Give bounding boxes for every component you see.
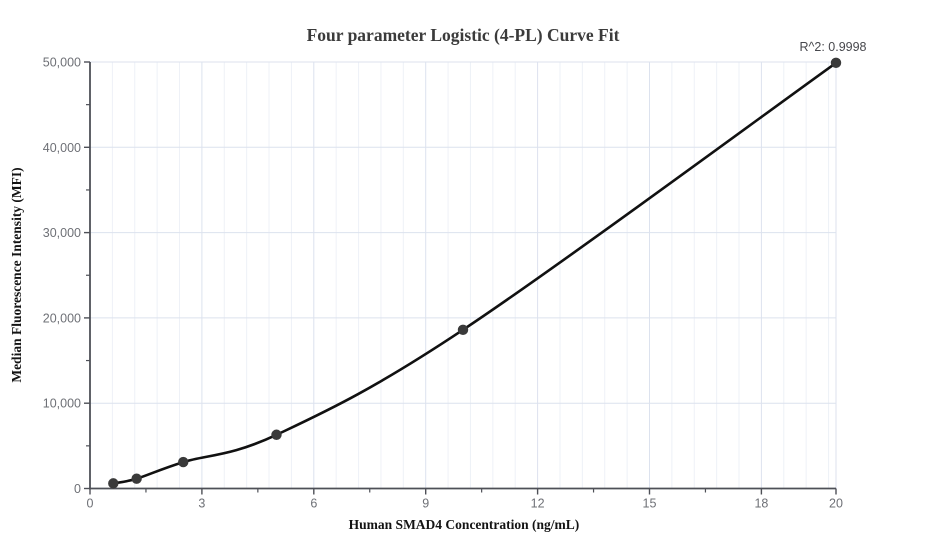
data-series <box>108 57 842 489</box>
x-tick-label: 9 <box>422 497 429 511</box>
grid-lines <box>90 61 837 489</box>
data-point <box>108 478 119 489</box>
y-tick-label: 20,000 <box>43 311 81 325</box>
data-point <box>131 473 142 484</box>
y-tick-label: 50,000 <box>43 56 81 70</box>
x-tick-label: 6 <box>310 497 317 511</box>
y-tick-label: 40,000 <box>43 141 81 155</box>
r-squared-annotation: R^2: 0.9998 <box>799 40 866 54</box>
y-axis-label: Median Fluorescence Intensity (MFI) <box>9 167 24 382</box>
x-tick-label: 3 <box>198 497 205 511</box>
chart-title: Four parameter Logistic (4-PL) Curve Fit <box>307 25 620 45</box>
x-axis-label: Human SMAD4 Concentration (ng/mL) <box>349 517 580 532</box>
y-tick-label: 10,000 <box>43 397 81 411</box>
y-tick-label: 0 <box>74 482 81 496</box>
axes <box>89 62 836 490</box>
data-point <box>178 456 189 468</box>
tick-marks <box>84 61 837 495</box>
x-tick-label: 20 <box>829 497 843 511</box>
data-point <box>457 324 469 336</box>
data-point <box>830 57 842 69</box>
x-tick-label: 12 <box>531 497 545 511</box>
x-tick-label: 18 <box>754 497 768 511</box>
x-tick-label: 15 <box>643 497 657 511</box>
x-tick-label: 0 <box>87 497 94 511</box>
data-point <box>271 429 282 440</box>
tick-labels: 0 3 6 9 12 15 18 20 0 10,000 20,000 30,000 40,000 50,… <box>43 56 843 511</box>
y-tick-label: 30,000 <box>43 226 81 240</box>
fit-curve <box>112 61 838 485</box>
